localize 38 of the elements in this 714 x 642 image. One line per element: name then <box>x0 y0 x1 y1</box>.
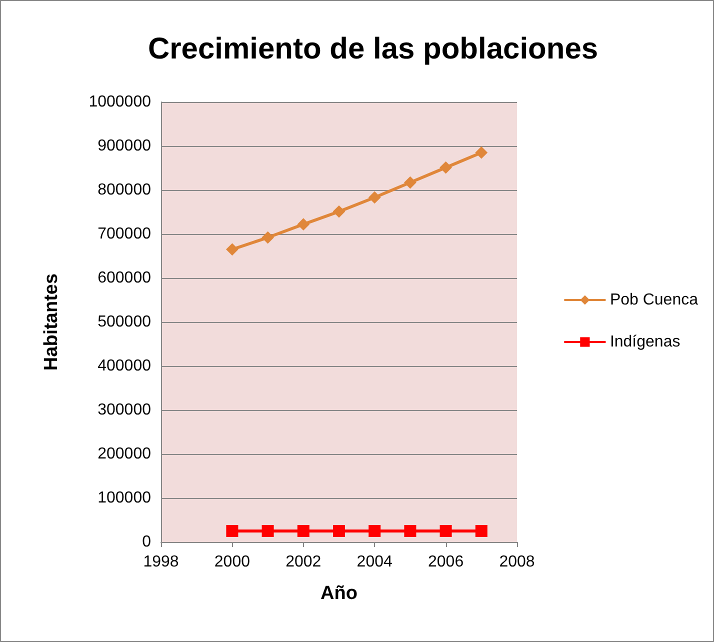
y-tick-label: 600000 <box>98 270 152 286</box>
point <box>333 525 345 537</box>
y-tick-label: 100000 <box>98 490 152 506</box>
point <box>297 525 310 537</box>
legend-label: Indígenas <box>610 334 680 350</box>
point <box>262 525 274 537</box>
point <box>368 191 381 204</box>
point <box>333 206 345 218</box>
legend-label: Pob Cuenca <box>610 292 698 308</box>
x-tick-label: 2000 <box>214 554 250 570</box>
point <box>404 176 416 189</box>
point <box>440 162 452 174</box>
x-tick-label: 2008 <box>499 554 535 570</box>
point <box>297 218 310 230</box>
y-axis-title: Habitantes <box>41 273 62 371</box>
point <box>368 525 381 537</box>
y-tick-label: 400000 <box>98 358 152 374</box>
y-tick-label: 500000 <box>98 314 152 330</box>
x-tick-label: 2004 <box>356 554 392 570</box>
y-tick-label: 0 <box>142 534 152 550</box>
point <box>475 146 488 159</box>
y-tick-label: 700000 <box>98 226 152 242</box>
point <box>262 232 274 244</box>
point <box>226 525 238 537</box>
point <box>475 525 488 537</box>
x-tick-label: 2006 <box>428 554 464 570</box>
chart-title: Crecimiento de las poblaciones <box>148 32 598 66</box>
x-axis-title: Año <box>320 583 358 604</box>
y-tick-label: 300000 <box>98 402 152 418</box>
point <box>440 525 452 537</box>
y-tick-label: 200000 <box>98 446 152 462</box>
y-tick-label: 800000 <box>98 182 152 198</box>
x-tick-label: 1998 <box>143 554 179 570</box>
point <box>404 525 416 537</box>
y-tick-label: 900000 <box>98 138 152 154</box>
point <box>226 243 238 256</box>
x-tick-label: 2002 <box>286 554 322 570</box>
y-tick-label: 1000000 <box>88 94 152 110</box>
